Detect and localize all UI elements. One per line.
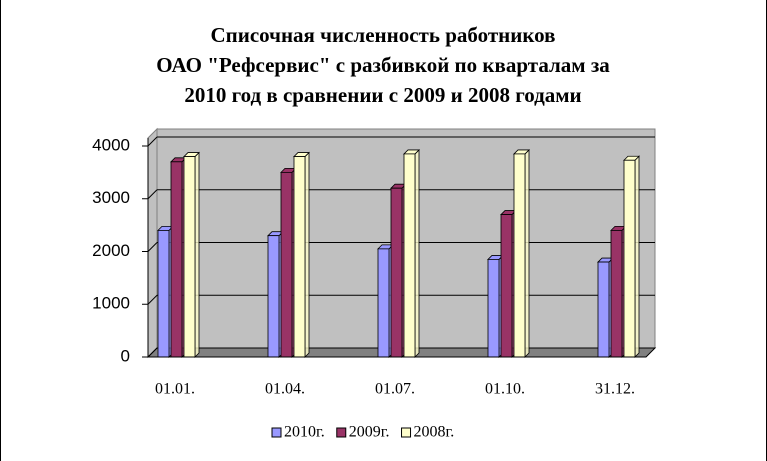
legend-label: 2008г. [414, 424, 455, 441]
bar [183, 151, 200, 358]
y-tick-label: 1000 [92, 294, 130, 313]
grid-line [147, 242, 158, 252]
x-tick-label: 31.12. [595, 381, 635, 398]
legend-swatch [271, 427, 282, 438]
legend-swatch [401, 427, 412, 438]
y-tick-label: 3000 [92, 188, 130, 207]
bar [293, 151, 310, 358]
chart-title: Списочная численность работников [210, 23, 555, 47]
bar [403, 148, 420, 358]
grid-line [147, 347, 158, 358]
grid-line [147, 136, 158, 147]
y-tick-label: 4000 [92, 135, 130, 154]
x-tick-label: 01.07. [375, 381, 415, 398]
grid-line [147, 189, 158, 200]
side-wall [147, 127, 158, 359]
y-tick-label: 2000 [92, 241, 130, 260]
grid-line [147, 294, 158, 305]
bar [623, 155, 640, 358]
legend-swatch [336, 427, 347, 438]
legend-label: 2010г. [284, 424, 325, 441]
legend-label: 2009г. [349, 424, 390, 441]
x-tick-label: 01.01. [155, 381, 195, 398]
chart-title: ОАО "Рефсервис" с разбивкой по кварталам… [156, 53, 610, 77]
bar [513, 148, 530, 358]
x-tick-label: 01.10. [485, 381, 525, 398]
chart-title: 2010 год в сравнении с 2009 и 2008 годам… [184, 83, 581, 107]
x-tick-label: 01.04. [265, 381, 305, 398]
y-tick-label: 0 [121, 346, 130, 365]
